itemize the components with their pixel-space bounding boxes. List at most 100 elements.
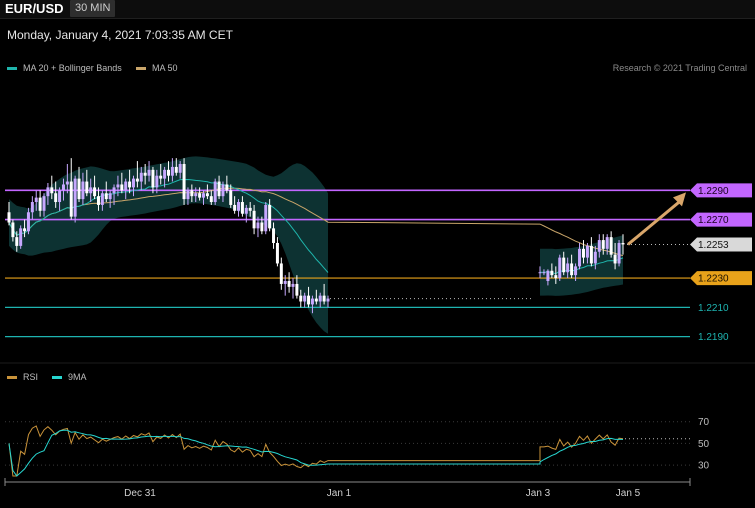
rsi-tick-50: 50 [698, 439, 710, 450]
candle-body-s2-3 [550, 270, 554, 276]
candle-body-s1-6 [30, 202, 34, 213]
candle-body-s1-63 [252, 210, 256, 229]
candle-body-s1-18 [77, 178, 81, 200]
candle-body-s1-81 [322, 295, 326, 302]
credit-text: Research © 2021 Trading Central [612, 63, 747, 73]
candle-body-s1-26 [108, 193, 112, 200]
candle-body-s2-11 [581, 248, 585, 258]
candle-body-s1-62 [248, 207, 252, 211]
legend-rsi: RSI [7, 372, 38, 382]
x-tick-2: Jan 3 [526, 488, 551, 499]
ma20-line-s2 [540, 257, 624, 275]
candle-body-s1-47 [190, 190, 194, 197]
legend-rsi-ma: 9MA [52, 372, 87, 382]
candle-body-s1-12 [54, 193, 58, 203]
price-tag-1.2290 [690, 183, 752, 198]
candle-body-s1-80 [318, 295, 322, 302]
candle-body-s1-50 [202, 193, 206, 198]
x-tick-3: Jan 5 [616, 488, 641, 499]
candle-body-s1-20 [85, 181, 89, 194]
candle-body-s1-60 [240, 202, 244, 214]
candle-body-s2-6 [562, 257, 566, 273]
candle-body-s1-9 [42, 196, 46, 211]
candle-body-s2-13 [589, 245, 593, 264]
target-arrow-shaft [627, 200, 681, 246]
candle-body-s2-0 [538, 272, 542, 274]
candle-body-s1-53 [213, 181, 217, 203]
candle-body-s1-70 [279, 263, 283, 284]
candle-body-s1-22 [93, 187, 97, 197]
candle-body-s1-42 [170, 166, 174, 176]
legend-ma50: MA 50 [136, 63, 178, 73]
price-label-1.2190: 1.2190 [698, 332, 729, 343]
bollinger-band-s1 [9, 156, 328, 334]
price-tag-1.2270 [690, 212, 752, 227]
price-tag-1.2253 [690, 237, 752, 252]
candle-body-s1-14 [61, 184, 65, 191]
ma20-line-s1 [8, 178, 329, 273]
rsi-ma-line [8, 429, 624, 477]
candle-body-s1-23 [96, 196, 100, 205]
candle-body-s1-65 [260, 222, 264, 232]
price-label-1.2230: 1.2230 [698, 274, 729, 285]
candle-body-s1-45 [182, 163, 186, 200]
candle-body-s1-44 [178, 163, 182, 173]
candle-body-s2-8 [570, 263, 574, 276]
candle-body-s1-79 [314, 298, 318, 302]
rsi-tick-30: 30 [698, 461, 710, 472]
candle-body-s1-78 [310, 298, 314, 305]
candle-body-s1-66 [264, 204, 268, 232]
candle-body-s1-33 [135, 178, 139, 182]
candle-body-s1-28 [116, 184, 120, 188]
top-bar: EUR/USD 30 MIN [0, 0, 755, 19]
candle-body-s1-29 [120, 184, 124, 191]
candle-body-s1-41 [167, 169, 170, 176]
candle-body-s1-34 [139, 172, 143, 182]
candle-body-s2-5 [558, 257, 562, 279]
candle-body-s1-54 [217, 181, 221, 197]
candle-body-s1-71 [283, 281, 287, 284]
candle-body-s1-31 [128, 181, 132, 188]
price-label-1.2253: 1.2253 [698, 240, 729, 251]
candle-body-s1-19 [81, 181, 85, 200]
rsi-ma-swatch [52, 376, 62, 380]
candle-body-s1-2 [15, 237, 19, 246]
candle-body-s1-32 [131, 178, 135, 188]
timeframe-button[interactable]: 30 MIN [70, 0, 116, 17]
candle-body-s1-35 [143, 172, 147, 176]
candle-body-s1-58 [233, 204, 237, 211]
candle-body-s2-12 [585, 245, 589, 258]
candle-body-s1-49 [198, 193, 202, 198]
candle-body-s2-2 [546, 270, 550, 282]
ma20-swatch [7, 67, 17, 71]
candle-body-s1-43 [174, 166, 178, 173]
candle-body-s1-36 [147, 169, 151, 176]
price-label-1.2270: 1.2270 [698, 215, 729, 226]
candle-body-s1-55 [221, 184, 225, 197]
candle-body-s1-4 [23, 228, 27, 232]
candle-body-s2-10 [578, 248, 582, 267]
candle-body-s1-3 [19, 228, 23, 246]
bollinger-band-s2 [540, 235, 623, 296]
candle-body-s1-38 [155, 175, 159, 188]
candle-body-s1-64 [256, 222, 260, 229]
candle-body-s1-77 [307, 295, 311, 305]
candle-body-s1-39 [159, 175, 163, 179]
candle-body-s1-30 [124, 181, 128, 191]
candle-body-s1-46 [186, 190, 190, 200]
candle-body-s1-37 [151, 169, 155, 188]
candle-body-s1-73 [291, 283, 295, 287]
candle-body-s1-56 [225, 184, 229, 191]
candle-body-s1-57 [229, 190, 233, 205]
x-tick-0: Dec 31 [124, 488, 156, 499]
legend-ma50-label: MA 50 [152, 63, 178, 73]
target-arrow-head [673, 192, 686, 207]
symbol-label[interactable]: EUR/USD [5, 1, 64, 16]
candle-body-s2-14 [593, 251, 597, 264]
candle-body-s2-17 [605, 237, 609, 249]
candle-body-s2-19 [613, 254, 617, 264]
candle-body-s1-72 [287, 281, 291, 287]
candle-body-s1-76 [303, 295, 307, 302]
candle-body-s1-11 [50, 187, 54, 194]
